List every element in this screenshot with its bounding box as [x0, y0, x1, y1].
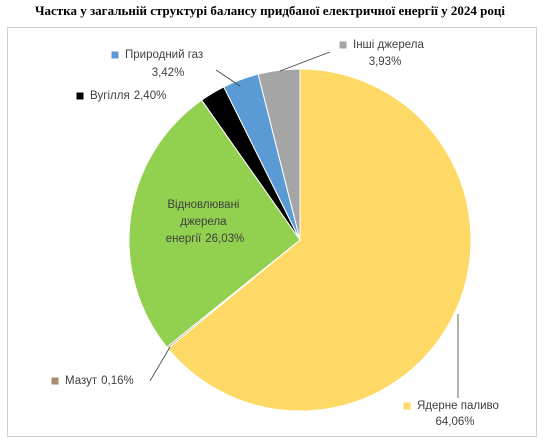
legend-swatch — [76, 92, 84, 100]
slice-value: 64,06% — [435, 416, 474, 428]
slice-value: 3,42% — [152, 67, 185, 79]
slice-name: Мазут — [65, 375, 98, 387]
legend-swatch — [51, 377, 59, 385]
slice-value: 0,16% — [101, 375, 134, 387]
slice-name: Ядерне паливо — [417, 400, 499, 412]
legend-swatch — [403, 402, 411, 410]
legend-swatch — [339, 41, 347, 49]
leader-line — [215, 69, 241, 87]
slice-label: Вугілля 2,40% — [90, 90, 166, 102]
legend-swatch — [111, 51, 119, 59]
slice-label: Відновлювані джерела енергії 26,03% — [166, 199, 245, 245]
slice-value: 2,40% — [134, 90, 167, 102]
leader-line — [149, 346, 171, 382]
chart-border — [7, 27, 537, 437]
slice-name: Вугілля — [90, 90, 130, 102]
slice-name: Природний газ — [125, 49, 203, 61]
slice-value: 3,93% — [369, 56, 402, 68]
slice-value: 26,03% — [205, 233, 244, 245]
pie-slice — [257, 68, 301, 241]
slice-label: Мазут 0,16% — [65, 375, 134, 387]
pie-slice — [167, 68, 472, 412]
slice-name: Інші джерела — [353, 39, 424, 51]
pie-slice — [128, 99, 301, 348]
chart-title: Частка у загальній структурі балансу при… — [35, 3, 505, 18]
leader-line — [279, 51, 331, 72]
